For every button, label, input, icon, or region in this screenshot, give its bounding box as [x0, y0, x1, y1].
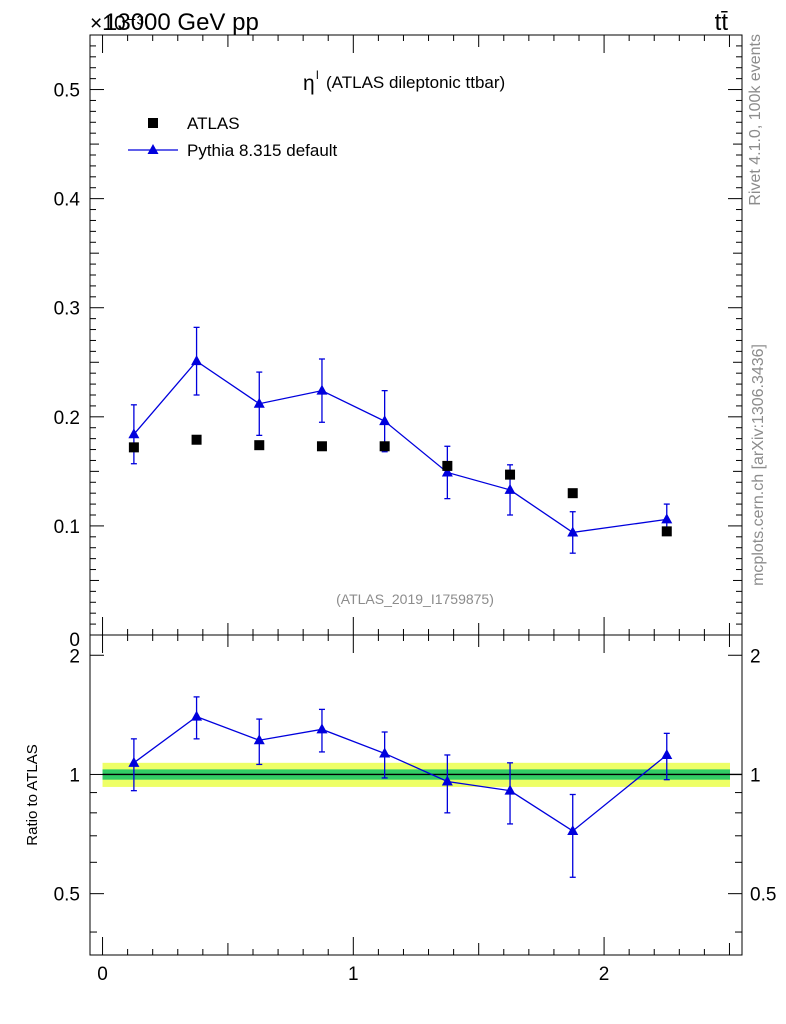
ratio-mc-marker: [661, 748, 673, 759]
main-mc-marker: [567, 526, 579, 537]
main-data-marker: [661, 526, 672, 537]
ratio-ticks: [90, 635, 742, 955]
main-data-marker: [567, 488, 578, 499]
main-mc-marker: [661, 513, 673, 524]
main-y-tick-labels: 0.1 0.2 0.3 0.4 0.5: [54, 81, 81, 538]
analysis-watermark: (ATLAS_2019_I1759875): [336, 591, 494, 607]
main-y-tick-label: 0.3: [54, 299, 80, 320]
main-mc-marker: [191, 355, 203, 366]
main-mc-series: [128, 326, 673, 554]
energy-label: 13000 GeV pp: [104, 9, 259, 36]
ratio-x-tick-label: 2: [599, 964, 610, 985]
ratio-y-tick-label-right: 1: [750, 765, 761, 786]
ratio-panel: 0.5 0.5 1 1 2 2 0 1 2 Ratio to ATLAS: [24, 634, 777, 985]
main-y-tick-label: 0.4: [54, 190, 81, 211]
ratio-y-tick-label-left: 0.5: [54, 885, 80, 906]
ratio-mc-series: [128, 696, 673, 878]
ratio-x-tick-label: 1: [348, 964, 359, 985]
main-mc-marker: [504, 483, 516, 494]
main-y-zero-label: 0: [69, 630, 80, 651]
ratio-y-axis-label: Ratio to ATLAS: [24, 744, 41, 845]
main-data-marker: [316, 441, 327, 452]
rivet-label: Rivet 4.1.0, 100k events: [747, 34, 764, 206]
main-data-marker: [379, 441, 390, 452]
ratio-y-tick-label-left: 1: [69, 765, 80, 786]
main-title-superscript: l: [316, 68, 319, 82]
main-ticks: [90, 34, 742, 636]
y-exponent-label: ×10⁻³: [90, 12, 144, 35]
mcplots-label: mcplots.cern.ch [arXiv:1306.3436]: [750, 344, 767, 586]
main-y-tick-label: 0.1: [54, 517, 80, 538]
ratio-y-tick-label-right: 2: [750, 646, 761, 667]
ratio-y-tick-label-right: 0.5: [750, 885, 776, 906]
main-data-marker: [505, 469, 516, 480]
main-mc-marker: [379, 415, 391, 426]
main-mc-marker: [441, 466, 453, 477]
main-mc-line: [133, 360, 667, 534]
ratio-x-tick-label: 0: [97, 964, 108, 985]
process-label: tt̄: [715, 9, 729, 36]
main-data-marker: [254, 440, 265, 451]
legend: ATLAS Pythia 8.315 default: [128, 114, 338, 160]
main-title-symbol: η: [303, 72, 315, 95]
main-mc-marker: [253, 397, 265, 408]
ratio-uncertainty-band: [102, 762, 742, 787]
main-title: (ATLAS dileptonic ttbar): [326, 73, 505, 92]
main-data-marker: [191, 434, 202, 445]
legend-pythia-label: Pythia 8.315 default: [187, 141, 338, 160]
ratio-mc-marker: [441, 775, 453, 786]
main-data-series: [128, 434, 672, 537]
ratio-y-tick-labels: 0.5 0.5 1 1 2 2: [54, 646, 777, 905]
ratio-mc-marker: [128, 756, 140, 767]
main-data-marker: [128, 442, 139, 453]
ratio-mc-marker: [191, 710, 203, 721]
main-y-tick-label: 0.2: [54, 408, 80, 429]
main-y-tick-label: 0.5: [54, 81, 80, 102]
ratio-mc-marker: [504, 784, 516, 795]
legend-pythia-marker: [147, 144, 159, 154]
main-data-marker: [442, 460, 453, 471]
legend-atlas-marker: [148, 118, 158, 128]
ratio-mc-marker: [316, 723, 328, 734]
main-mc-marker: [316, 384, 328, 395]
ratio-frame: [89, 634, 743, 956]
ratio-mc-marker: [567, 824, 579, 835]
ratio-mc-marker: [253, 734, 265, 745]
ratio-y-tick-label-left: 2: [69, 646, 80, 667]
main-mc-marker: [128, 428, 140, 439]
legend-atlas-label: ATLAS: [187, 114, 240, 133]
ratio-mc-marker: [379, 747, 391, 758]
main-panel: 0.1 0.2 0.3 0.4 0.5 0 η l (ATLAS dileptonic …: [54, 34, 743, 651]
ratio-x-tick-labels: 0 1 2: [97, 964, 609, 985]
